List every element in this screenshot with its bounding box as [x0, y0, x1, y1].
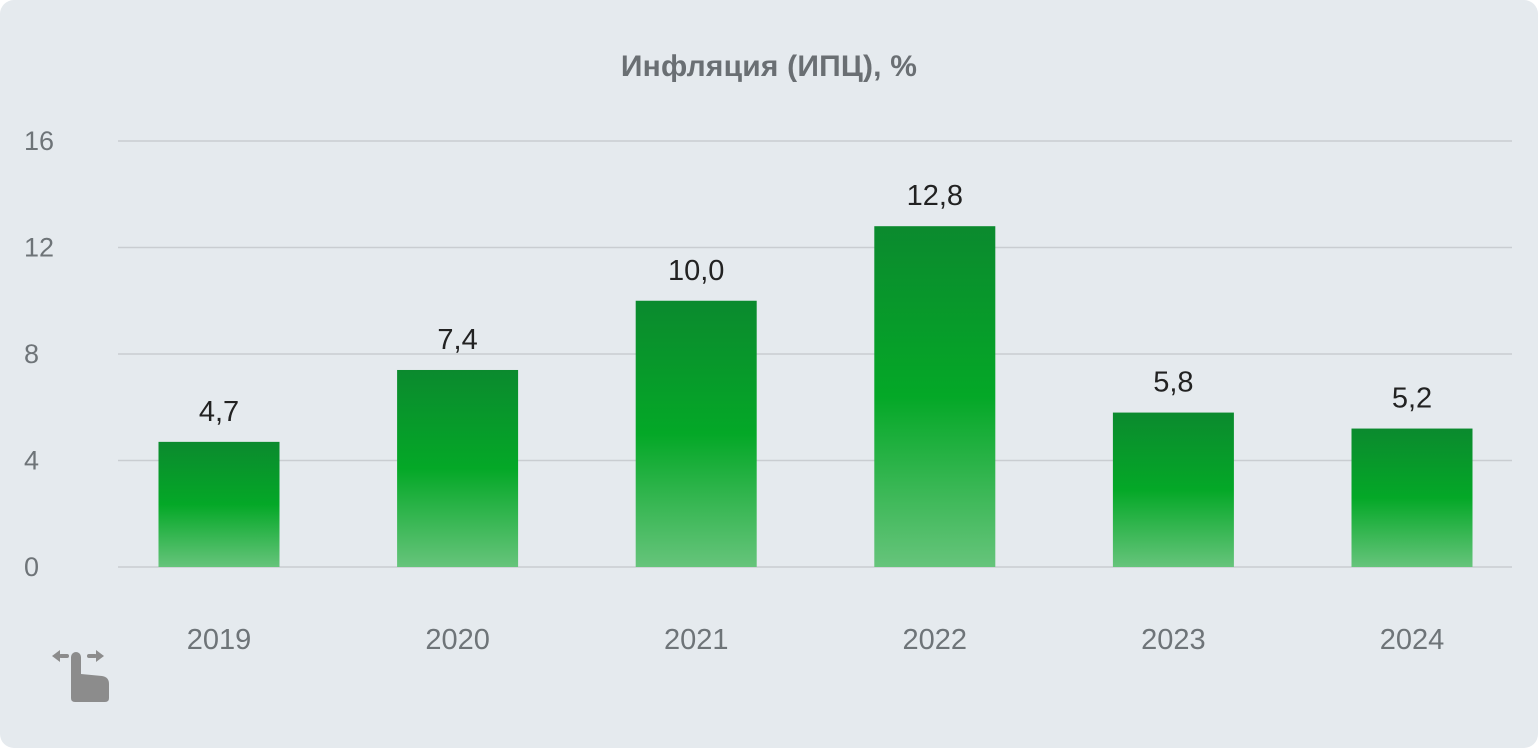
data-label-2021: 10,0	[668, 255, 724, 287]
y-axis-ticks: 0 4 8 12 16	[24, 126, 54, 582]
bar-2020[interactable]	[397, 369, 519, 567]
data-label-2022: 12,8	[907, 180, 963, 212]
x-tick-label-2021: 2021	[664, 624, 729, 656]
data-label-2020: 7,4	[437, 324, 477, 356]
y-tick-label: 12	[24, 233, 54, 263]
y-tick-label: 0	[24, 552, 39, 582]
x-tick-label-2023: 2023	[1141, 624, 1206, 656]
bar-2023[interactable]	[1112, 412, 1234, 567]
bar-2022[interactable]	[874, 226, 996, 567]
y-tick-label: 4	[24, 446, 39, 476]
x-tick-label-2024: 2024	[1380, 624, 1445, 656]
data-label-2019: 4,7	[199, 396, 239, 428]
bar-2024[interactable]	[1351, 428, 1473, 567]
x-tick-label-2020: 2020	[425, 624, 490, 656]
grid-layer	[118, 140, 1512, 568]
swipe-hand-icon	[50, 644, 114, 706]
bars-layer	[158, 226, 1473, 567]
data-label-2023: 5,8	[1153, 367, 1193, 399]
y-tick-label: 8	[24, 339, 39, 369]
bar-2019[interactable]	[158, 441, 280, 567]
chart-title: Инфляция (ИПЦ), %	[620, 50, 918, 83]
y-tick-label: 16	[24, 126, 54, 156]
x-axis-ticks: 2019 2020 2021 2022 2023 2024	[187, 624, 1445, 656]
data-labels-layer: 4,7 7,4 10,0 12,8 5,8 5,2	[199, 180, 1432, 428]
data-label-2024: 5,2	[1392, 383, 1432, 415]
x-tick-label-2019: 2019	[187, 624, 252, 656]
x-tick-label-2022: 2022	[903, 624, 968, 656]
bar-2021[interactable]	[635, 300, 757, 567]
